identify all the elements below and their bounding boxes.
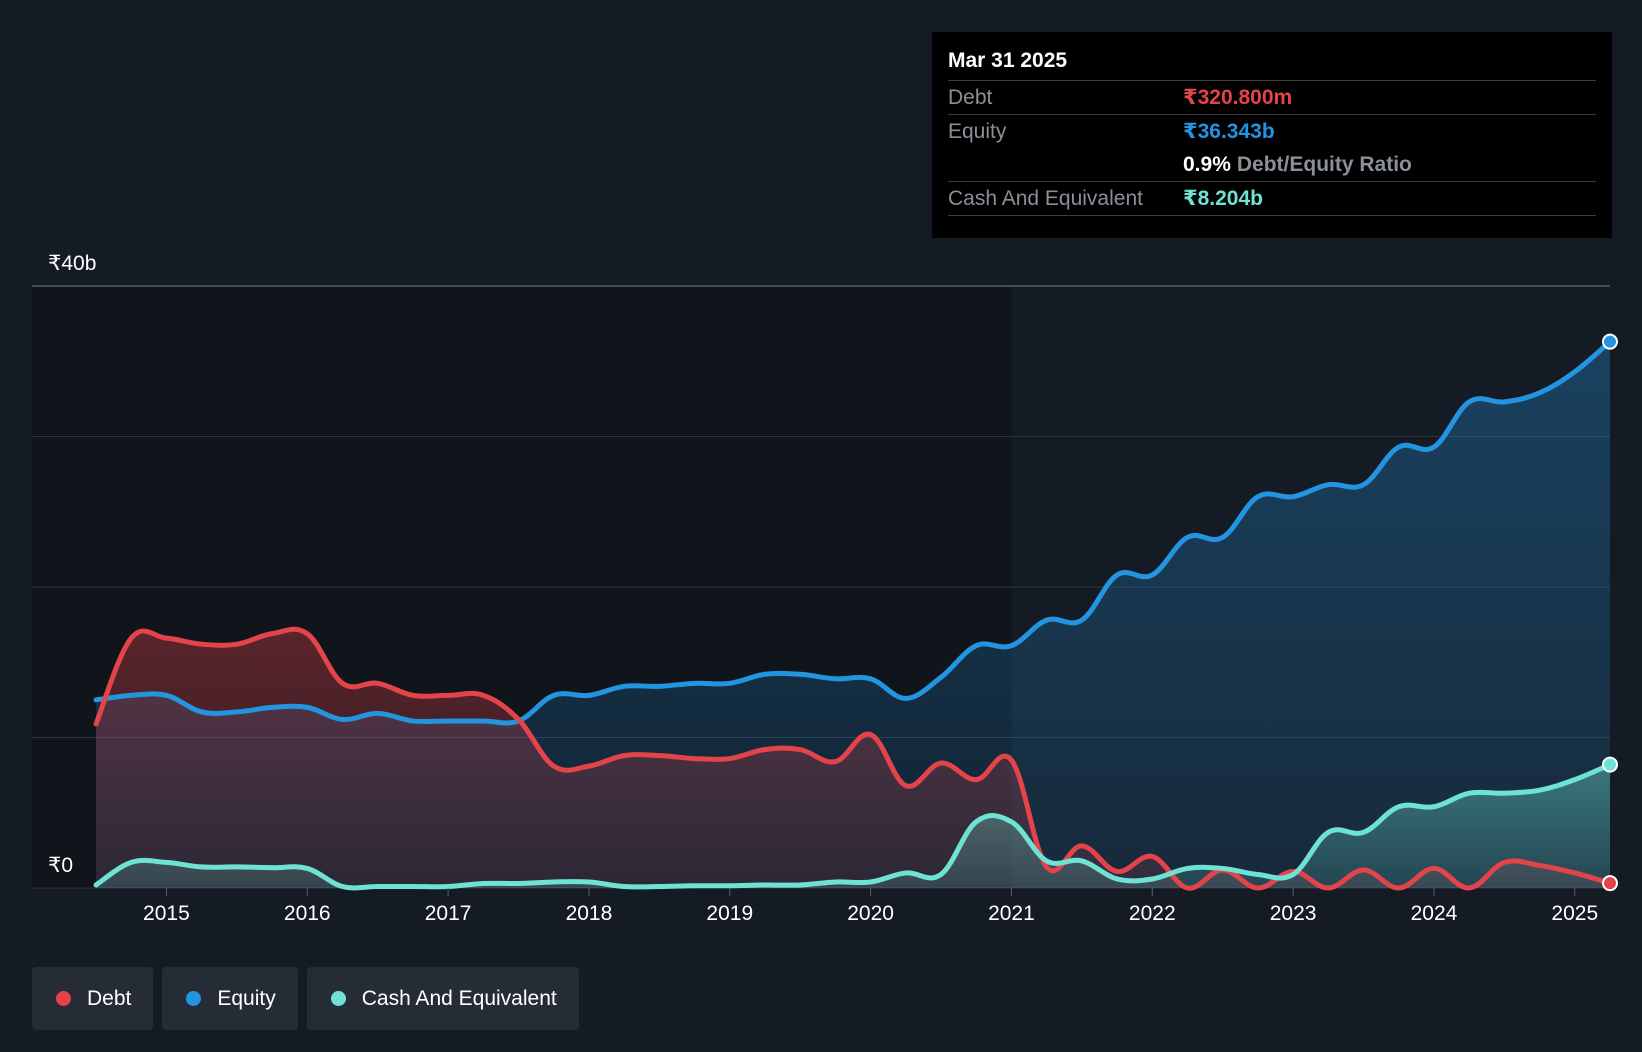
cash-and-equivalent-line <box>93 762 1613 891</box>
legend: Debt Equity Cash And Equivalent <box>32 967 579 1030</box>
legend-item-equity[interactable]: Equity <box>162 967 298 1030</box>
y-axis-ticks: ₹0 ₹40b <box>48 252 96 877</box>
tooltip-row-debt: Debt ₹320.800m <box>948 81 1596 115</box>
equity-dot-icon <box>186 991 202 1006</box>
tooltip-ratio-spacer <box>948 148 1183 181</box>
x-tick-label: 2018 <box>566 902 613 925</box>
legend-equity-label: Equity <box>217 986 276 1010</box>
legend-cash-label: Cash And Equivalent <box>361 986 557 1010</box>
x-tick-label: 2017 <box>425 902 472 925</box>
cash-dot-icon <box>330 991 346 1006</box>
legend-debt-label: Debt <box>87 986 132 1010</box>
tooltip-equity-value: ₹36.343b <box>1183 120 1275 143</box>
x-tick-label: 2021 <box>988 902 1035 925</box>
legend-item-debt[interactable]: Debt <box>32 967 154 1030</box>
tooltip-panel: Mar 31 2025 Debt ₹320.800m Equity ₹36.34… <box>932 32 1612 238</box>
x-tick-label: 2015 <box>143 902 190 925</box>
legend-item-cash[interactable]: Cash And Equivalent <box>306 967 579 1030</box>
x-tick-label: 2022 <box>1129 902 1176 925</box>
cash-and-equivalent-area <box>96 764 1610 888</box>
x-axis-ticks: 2015 2016 2017 2018 2019 2020 2021 2022 2023 2024… <box>143 888 1598 925</box>
equity-endpoint <box>1602 333 1618 350</box>
tooltip-debt-value: ₹320.800m <box>1183 86 1293 109</box>
x-tick-label: 2019 <box>706 902 753 925</box>
tooltip-debt-label: Debt <box>948 86 993 109</box>
tooltip-row-ratio: 0.9% Debt/Equity Ratio <box>948 148 1596 182</box>
y-tick-label: ₹0 <box>48 854 73 877</box>
x-tick-label: 2023 <box>1270 902 1317 925</box>
x-tick-label: 2016 <box>284 902 331 925</box>
debt-dot-icon <box>56 991 71 1006</box>
debt-endpoint <box>1602 875 1618 892</box>
debt-line <box>93 626 1613 891</box>
series-endpoints <box>1602 333 1618 892</box>
tooltip-date: Mar 31 2025 <box>948 46 1596 81</box>
tooltip-ratio-label: Debt/Equity Ratio <box>1236 153 1412 176</box>
cash-and-equivalent-endpoint <box>1602 756 1618 773</box>
x-tick-label: 2020 <box>847 902 894 925</box>
x-tick-label: 2025 <box>1551 902 1598 925</box>
tooltip-row-equity: Equity ₹36.343b <box>948 115 1596 148</box>
tooltip-row-cash: Cash And Equivalent ₹8.204b <box>948 182 1596 216</box>
tooltip-equity-label: Equity <box>948 120 1007 143</box>
series-lines <box>93 339 1613 891</box>
equity-line <box>93 339 1613 726</box>
x-tick-label: 2024 <box>1411 902 1458 925</box>
y-tick-label: ₹40b <box>48 252 96 275</box>
tooltip-cash-value: ₹8.204b <box>1183 187 1263 210</box>
tooltip-ratio-value: 0.9% <box>1183 153 1231 176</box>
tooltip-cash-label: Cash And Equivalent <box>948 187 1143 210</box>
